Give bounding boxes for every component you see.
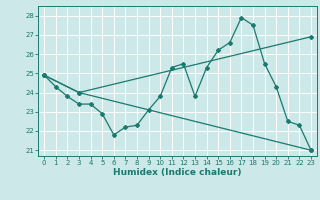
X-axis label: Humidex (Indice chaleur): Humidex (Indice chaleur) <box>113 168 242 177</box>
